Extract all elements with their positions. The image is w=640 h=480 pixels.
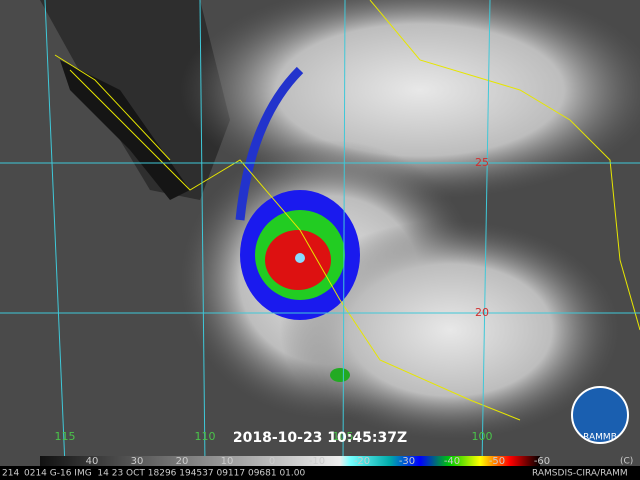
latitude-label: 25 xyxy=(475,156,489,169)
cloud-field xyxy=(280,220,620,440)
scale-label: -20 xyxy=(354,456,370,467)
rain-band xyxy=(235,66,304,221)
scale-label: -10 xyxy=(309,456,325,467)
longitude-labels: 115 110 105 100 xyxy=(55,430,493,443)
scale-label: 40 xyxy=(86,456,99,467)
coastline xyxy=(54,54,521,421)
footer-info: 0214 G-16 IMG 14 23 OCT 18296 194537 091… xyxy=(24,469,305,479)
footer-prefix: 214 xyxy=(2,469,19,479)
scale-label: -60 xyxy=(534,456,550,467)
longitude-label: 105 xyxy=(333,430,354,443)
latitude-label: 20 xyxy=(475,306,489,319)
scale-label: 0 xyxy=(269,456,275,467)
grid-line xyxy=(199,0,206,467)
grid xyxy=(0,0,640,467)
grid-line xyxy=(44,0,66,467)
scale-label: 10 xyxy=(221,456,234,467)
baja-peninsula xyxy=(60,60,190,200)
land-dark xyxy=(40,0,230,200)
scale-label: 30 xyxy=(131,456,144,467)
logo-text: RAMMB xyxy=(583,433,617,443)
scale-label: 20 xyxy=(176,456,189,467)
border xyxy=(369,0,640,331)
longitude-label: 115 xyxy=(55,430,76,443)
longitude-label: 100 xyxy=(472,430,493,443)
longitude-label: 110 xyxy=(195,430,216,443)
grid-line xyxy=(481,0,491,467)
timestamp: 2018-10-23 10:45:37Z xyxy=(233,430,407,446)
scale-label: -30 xyxy=(399,456,415,467)
storm-eye xyxy=(295,253,305,263)
small-storm xyxy=(330,368,350,382)
logo xyxy=(571,386,629,444)
scale-labels: 40 30 20 10 0 -10 -20 -30 -40 -50 -60 xyxy=(86,456,551,467)
color-scale xyxy=(40,456,540,466)
footer-credit: RAMSDIS-CIRA/RAMM xyxy=(532,469,628,479)
scale-label: -50 xyxy=(489,456,505,467)
grid-line xyxy=(342,0,346,467)
copyright: (C) xyxy=(620,457,633,467)
scale-label: -40 xyxy=(444,456,460,467)
footer-bar xyxy=(0,466,640,480)
